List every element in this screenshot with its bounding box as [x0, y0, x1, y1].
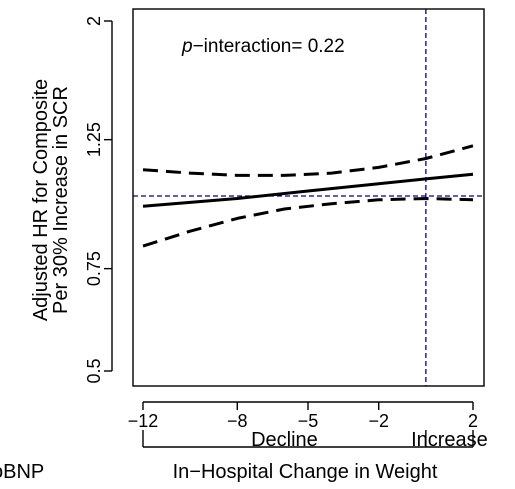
annotation-text: −interaction= 0.22: [193, 36, 345, 57]
y-tick-label: 1.25: [84, 122, 104, 157]
plot-frame: [132, 8, 485, 387]
x-tick-label: −5: [298, 411, 319, 431]
cropped-left-label: oBNP: [0, 461, 44, 483]
series-line-lower-ci: [142, 197, 474, 248]
bracket-label-decline: Decline: [251, 429, 318, 451]
annotation-label: p−interaction= 0.22: [181, 36, 345, 57]
x-tick-label: −8: [227, 411, 248, 431]
y-tick-label: 2: [84, 16, 104, 26]
annotation-p: p: [181, 36, 193, 57]
x-axis-label: In−Hospital Change in Weight: [173, 461, 438, 483]
x-tick-label: −2: [368, 411, 389, 431]
y-axis-label: Adjusted HR for Composite Per 30% Increa…: [30, 79, 72, 321]
y-tick-label: 0.5: [84, 358, 104, 383]
y-axis-label-line1: Adjusted HR for Composite: [30, 79, 52, 321]
plot-layer: 0.5 0.75 1.25 2 −12 −8 −5 −2 2 Decline Increase: [84, 8, 488, 451]
y-tick-label: 0.75: [84, 251, 104, 286]
y-axis-label-line2: Per 30% Increase in SCR: [50, 86, 72, 314]
bracket-label-increase: Increase: [411, 429, 488, 451]
x-tick-label: 2: [468, 411, 478, 431]
series-line-estimate: [142, 172, 474, 208]
series-line-upper-ci: [142, 144, 474, 177]
x-tick-label: −12: [128, 411, 159, 431]
